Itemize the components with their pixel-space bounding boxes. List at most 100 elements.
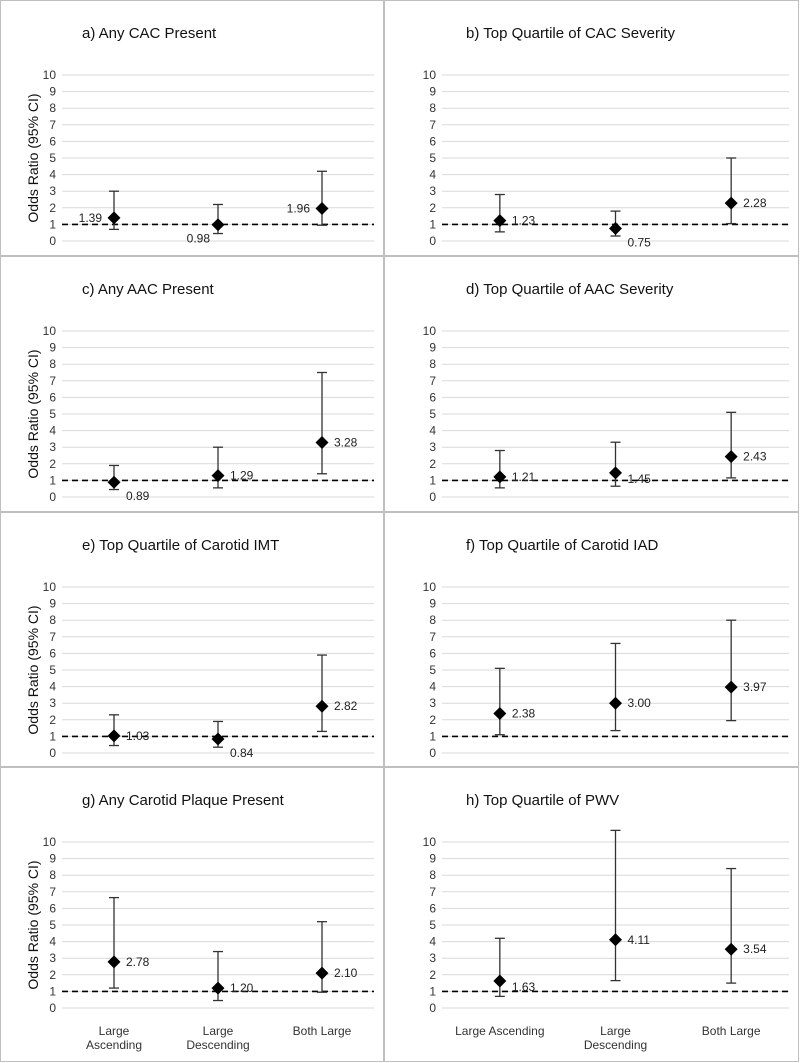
panel-frame (384, 0, 799, 256)
odds-ratio-point (211, 732, 225, 746)
y-tick-label: 4 (49, 935, 56, 949)
y-tick-label: 3 (49, 440, 56, 454)
odds-ratio-point (493, 974, 507, 988)
y-tick-label: 6 (49, 646, 56, 660)
y-tick-label: 9 (429, 85, 436, 99)
x-tick-label: Both Large (293, 1024, 352, 1038)
y-tick-label: 1 (429, 729, 436, 743)
data-label: 1.63 (512, 980, 536, 994)
y-tick-label: 2 (429, 457, 436, 471)
y-tick-label: 10 (423, 324, 437, 338)
y-tick-label: 4 (49, 424, 56, 438)
panel-title: h) Top Quartile of PWV (466, 792, 619, 809)
panel-d: d) Top Quartile of AAC Severity 0 1 2 3 4 5 6 7 8… (423, 281, 789, 504)
y-tick-label: 3 (429, 440, 436, 454)
panel-frame (384, 256, 799, 512)
y-tick-label: 5 (429, 918, 436, 932)
y-tick-label: 0 (429, 746, 436, 760)
y-tick-label: 8 (49, 357, 56, 371)
y-tick-label: 2 (49, 457, 56, 471)
y-tick-label: 6 (429, 134, 436, 148)
panel-title: a) Any CAC Present (82, 25, 217, 42)
odds-ratio-point (107, 729, 121, 743)
data-label: 2.38 (512, 706, 536, 720)
odds-ratio-point (724, 942, 738, 956)
y-tick-label: 4 (429, 424, 436, 438)
y-tick-label: 3 (49, 696, 56, 710)
y-tick-label: 5 (49, 407, 56, 421)
y-tick-label: 10 (43, 68, 57, 82)
data-label: 2.43 (743, 450, 767, 464)
panel-frame (0, 767, 384, 1062)
y-tick-label: 9 (429, 852, 436, 866)
data-label: 0.84 (230, 746, 254, 760)
data-label: 1.03 (126, 729, 150, 743)
odds-ratio-point (315, 201, 329, 215)
y-tick-label: 3 (429, 184, 436, 198)
y-tick-label: 8 (49, 101, 56, 115)
y-tick-label: 1 (49, 729, 56, 743)
y-tick-label: 9 (49, 597, 56, 611)
odds-ratio-point (315, 966, 329, 980)
y-axis-label: Odds Ratio (95% CI) (25, 349, 41, 478)
odds-ratio-point (724, 196, 738, 210)
y-tick-label: 8 (429, 868, 436, 882)
panel-g: g) Any Carotid Plaque Present 0 1 2 3 4 5 6 7 8 9 1… (25, 792, 374, 1052)
x-tick-label: Large (99, 1024, 130, 1038)
y-tick-label: 7 (49, 885, 56, 899)
data-label: 4.11 (628, 933, 651, 947)
y-tick-label: 6 (429, 390, 436, 404)
y-tick-label: 8 (429, 357, 436, 371)
y-tick-label: 8 (49, 868, 56, 882)
y-tick-label: 7 (429, 374, 436, 388)
y-tick-label: 5 (49, 918, 56, 932)
y-tick-label: 3 (49, 184, 56, 198)
data-label: 3.54 (743, 942, 767, 956)
panel-title: b) Top Quartile of CAC Severity (466, 25, 675, 42)
y-tick-label: 5 (49, 151, 56, 165)
y-tick-label: 4 (429, 935, 436, 949)
data-label: 1.45 (628, 472, 652, 486)
y-tick-label: 7 (429, 885, 436, 899)
y-tick-label: 9 (49, 85, 56, 99)
odds-ratio-point (211, 218, 225, 232)
odds-ratio-point (315, 436, 329, 450)
y-tick-label: 5 (429, 407, 436, 421)
y-tick-label: 5 (429, 151, 436, 165)
y-tick-label: 4 (49, 680, 56, 694)
data-label: 2.78 (126, 955, 150, 969)
y-tick-label: 0 (49, 234, 56, 248)
odds-ratio-point (609, 466, 622, 480)
y-tick-label: 4 (429, 168, 436, 182)
panel-b: b) Top Quartile of CAC Severity 0 1 2 3 4 5 6 7 8… (423, 25, 789, 250)
y-tick-label: 0 (429, 234, 436, 248)
y-tick-label: 10 (423, 68, 437, 82)
data-label: 3.00 (628, 696, 652, 710)
y-tick-label: 7 (429, 118, 436, 132)
y-tick-label: 6 (49, 901, 56, 915)
y-tick-label: 2 (429, 713, 436, 727)
y-axis-label: Odds Ratio (95% CI) (25, 605, 41, 734)
y-tick-label: 9 (49, 341, 56, 355)
y-tick-label: 7 (49, 118, 56, 132)
y-tick-label: 7 (49, 374, 56, 388)
data-label: 1.96 (287, 201, 311, 215)
odds-ratio-point (493, 706, 507, 720)
odds-ratio-point (609, 222, 622, 236)
panel-title: f) Top Quartile of Carotid IAD (466, 537, 658, 554)
y-tick-label: 3 (429, 951, 436, 965)
odds-ratio-point (609, 696, 622, 710)
data-label: 0.98 (187, 232, 211, 246)
y-tick-label: 1 (429, 984, 436, 998)
data-label: 1.20 (230, 981, 254, 995)
y-tick-label: 3 (429, 696, 436, 710)
data-label: 1.23 (512, 214, 536, 228)
y-tick-label: 1 (429, 473, 436, 487)
odds-ratio-point (315, 699, 329, 713)
data-label: 1.29 (230, 469, 254, 483)
y-tick-label: 5 (49, 663, 56, 677)
panel-title: e) Top Quartile of Carotid IMT (82, 537, 279, 554)
y-tick-label: 5 (429, 663, 436, 677)
y-tick-label: 0 (49, 1001, 56, 1015)
